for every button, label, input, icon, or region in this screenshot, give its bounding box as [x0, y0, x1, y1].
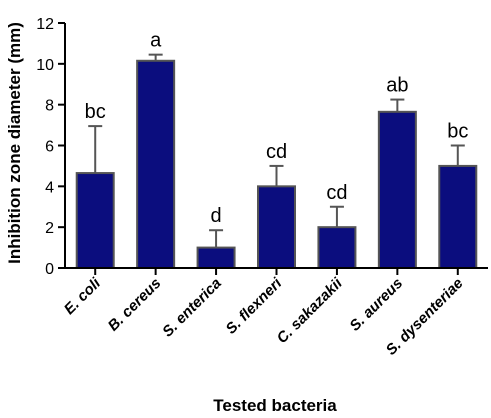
bar	[75, 172, 115, 269]
bar	[377, 110, 417, 269]
significance-label: bc	[447, 121, 468, 143]
x-tick-label: S. flexneri	[223, 274, 286, 337]
x-tick-label: B. cereus	[105, 275, 165, 335]
significance-label: bc	[85, 101, 106, 123]
significance-label: ab	[386, 75, 408, 97]
x-tick-label: S. aureus	[346, 275, 406, 335]
bar	[136, 59, 176, 270]
significance-label: cd	[326, 182, 347, 204]
x-tick-label: E. coli	[61, 274, 105, 318]
bar	[438, 164, 478, 270]
significance-label: a	[150, 30, 162, 52]
y-tick-label: 4	[45, 179, 54, 196]
y-tick-label: 2	[45, 220, 54, 237]
bar	[196, 246, 236, 269]
x-tick-label: S. enterica	[159, 275, 225, 341]
significance-label: d	[211, 205, 222, 227]
x-axis-title: Tested bacteria	[213, 396, 337, 415]
y-axis-title: Inhibition zone diameter (mm)	[5, 22, 24, 264]
bar	[257, 185, 296, 269]
bar	[317, 226, 357, 270]
y-tick-label: 0	[45, 261, 54, 278]
y-tick-label: 12	[36, 16, 54, 33]
plot-area: bc a d cd cd ab bc	[75, 30, 478, 270]
significance-label: cd	[266, 141, 287, 163]
x-tick-label: C. sakazakii	[274, 274, 347, 347]
y-axis: 0 2 4 6 8 10 12	[36, 16, 66, 278]
y-tick-label: 10	[36, 57, 54, 74]
y-tick-label: 8	[45, 98, 54, 115]
y-tick-label: 6	[45, 139, 54, 156]
